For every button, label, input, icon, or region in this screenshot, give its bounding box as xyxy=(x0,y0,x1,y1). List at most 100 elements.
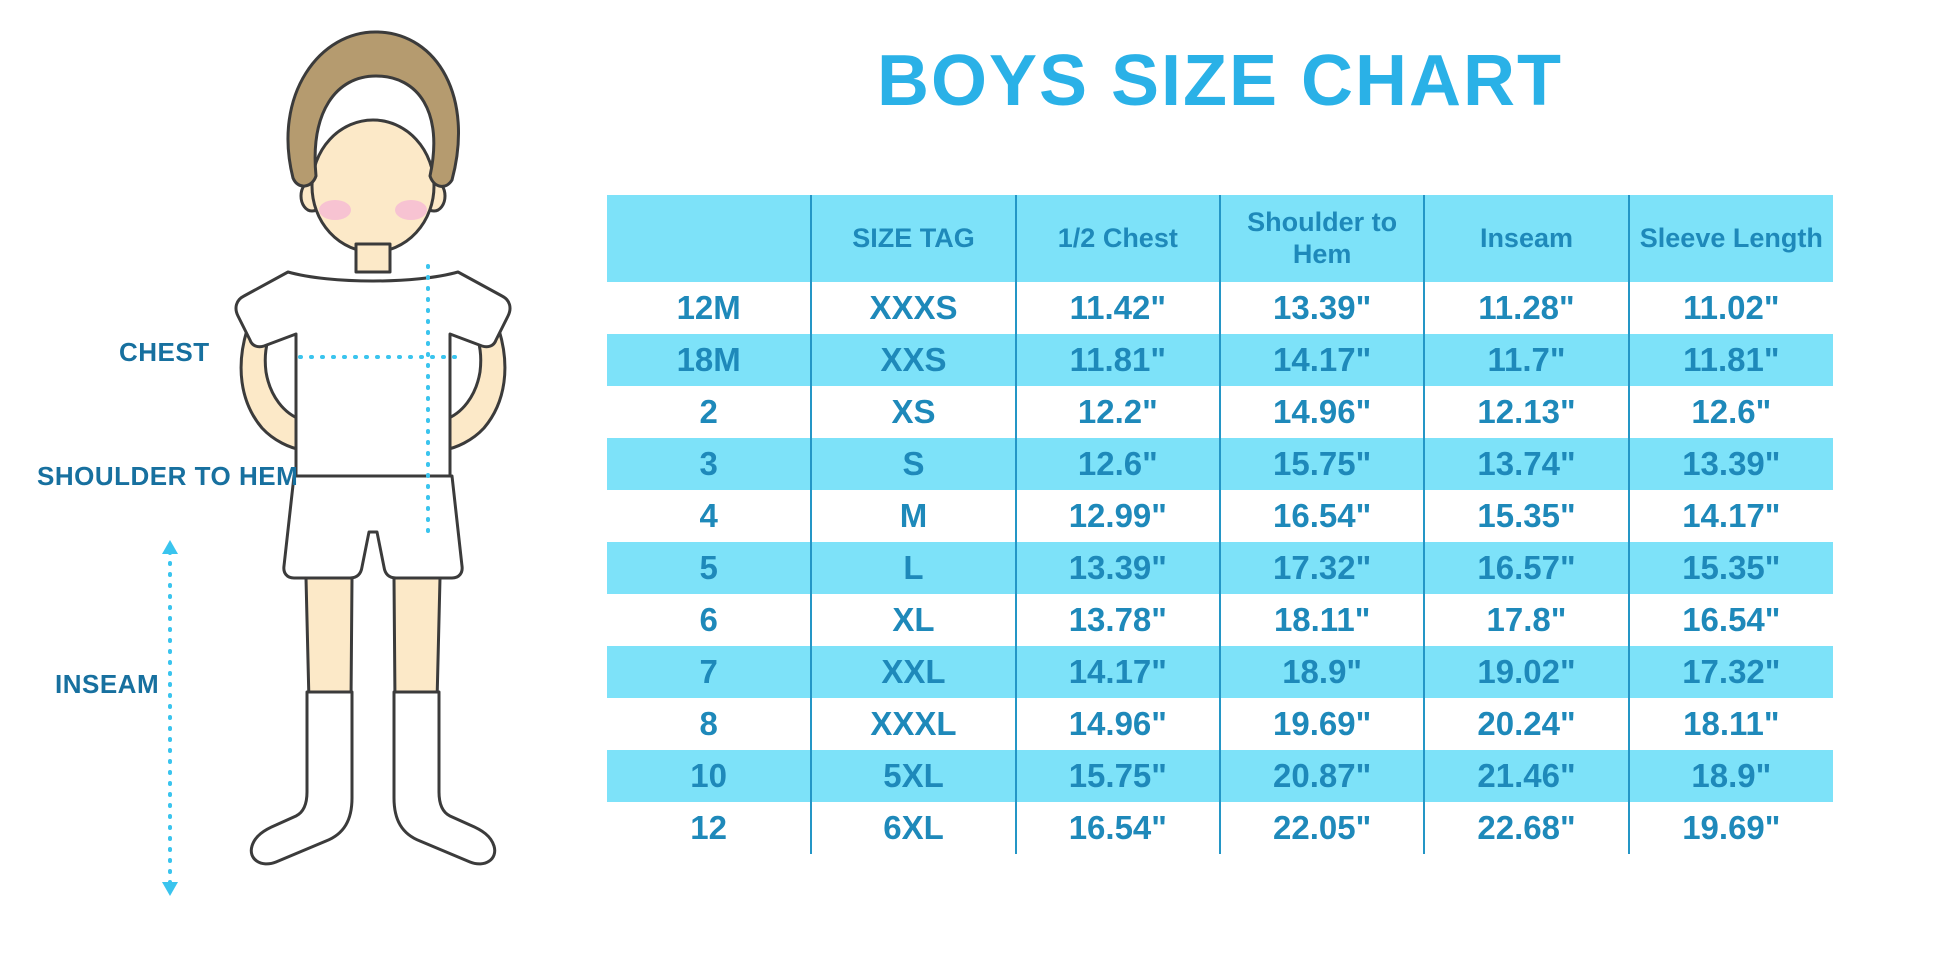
table-row: 4 M 12.99" 16.54" 15.35" 14.17" xyxy=(607,490,1833,542)
table-cell: XXL xyxy=(810,646,1016,698)
neck-shape xyxy=(354,242,392,274)
inseam-arrow-top-icon xyxy=(162,540,178,554)
table-cell: 8 xyxy=(699,705,718,742)
table-cell: 16.54" xyxy=(1014,802,1220,854)
table-cell: 3 xyxy=(607,438,812,490)
column-header: Sleeve Length xyxy=(1627,195,1833,282)
table-cell: 18.9" xyxy=(1218,646,1425,698)
table-cell: 17.32" xyxy=(1627,646,1833,698)
table-cell: 13.78" xyxy=(1014,594,1220,646)
table-cell: 12M xyxy=(676,289,741,326)
table-cell: 16.54" xyxy=(1218,490,1425,542)
table-cell: XXXS xyxy=(810,282,1016,334)
table-cell: 13.74" xyxy=(1423,438,1629,490)
table-row: 5 L 13.39" 17.32" 16.57" 15.35" xyxy=(607,542,1833,594)
table-cell: XXXL xyxy=(810,698,1016,750)
table-cell: 5 xyxy=(607,542,812,594)
table-cell: 14.17" xyxy=(1218,334,1425,386)
table-cell: S xyxy=(810,438,1016,490)
table-cell: 12.2" xyxy=(1014,386,1220,438)
table-cell: 4 xyxy=(699,497,718,534)
table-cell: 17.32" xyxy=(1218,542,1425,594)
boy-figure xyxy=(234,30,512,866)
table-row: 10 5XL 15.75" 20.87" 21.46" 18.9" xyxy=(607,750,1833,802)
table-cell: 15.35" xyxy=(1627,542,1833,594)
table-cell: 18.9" xyxy=(1627,750,1833,802)
table-cell: 12 xyxy=(690,809,728,846)
table-cell: 14.17" xyxy=(1627,490,1833,542)
table-row: 7 XXL 14.17" 18.9" 19.02" 17.32" xyxy=(607,646,1833,698)
table-cell: XL xyxy=(810,594,1016,646)
table-cell: 16.54" xyxy=(1627,594,1833,646)
table-cell: 19.02" xyxy=(1423,646,1629,698)
column-header: Shoulder to Hem xyxy=(1218,195,1425,282)
table-cell: 11.81" xyxy=(1627,334,1833,386)
table-cell: 19.69" xyxy=(1627,802,1833,854)
cheek-right-shape xyxy=(395,200,427,220)
table-cell: 18M xyxy=(607,334,812,386)
table-cell: 10 xyxy=(607,750,812,802)
table-cell: 7 xyxy=(607,646,812,698)
page-title: BOYS SIZE CHART xyxy=(876,41,1564,121)
table-cell: 5XL xyxy=(810,750,1016,802)
table-cell: 12.6" xyxy=(1627,386,1833,438)
table-cell: 22.68" xyxy=(1423,802,1629,854)
table-row: 2 XS 12.2" 14.96" 12.13" 12.6" xyxy=(607,386,1833,438)
table-cell: 11.42" xyxy=(1014,282,1220,334)
table-cell: 15.75" xyxy=(1218,438,1425,490)
table-cell: 11.02" xyxy=(1627,282,1833,334)
arm-left-shape xyxy=(239,328,304,452)
table-header-row: SIZE TAG 1/2 Chest Shoulder to Hem Inseam Sl… xyxy=(607,195,1833,282)
size-table: SIZE TAG 1/2 Chest Shoulder to Hem Inseam Sl… xyxy=(607,195,1833,854)
table-cell: 14.96" xyxy=(1218,386,1425,438)
table-cell: 20.24" xyxy=(1423,698,1629,750)
inseam-arrow-bottom-icon xyxy=(162,882,178,896)
table-cell: 18.11" xyxy=(1627,698,1833,750)
cheek-left-shape xyxy=(319,200,351,220)
table-cell: XXS xyxy=(810,334,1016,386)
table-cell: 18.11" xyxy=(1218,594,1425,646)
table-row: 6 XL 13.78" 18.11" 17.8" 16.54" xyxy=(607,594,1833,646)
table-cell: 11.81" xyxy=(1014,334,1220,386)
table-cell: 14.96" xyxy=(1014,698,1220,750)
table-row: 12M XXXS 11.42" 13.39" 11.28" 11.02" xyxy=(607,282,1833,334)
table-cell: 19.69" xyxy=(1218,698,1425,750)
table-row: 12 6XL 16.54" 22.05" 22.68" 19.69" xyxy=(607,802,1833,854)
inseam-label: INSEAM xyxy=(55,669,160,699)
column-header: SIZE TAG xyxy=(810,195,1016,282)
table-cell: M xyxy=(810,490,1016,542)
arm-right-shape xyxy=(442,328,507,452)
column-header xyxy=(607,195,812,282)
table-cell: 11.28" xyxy=(1423,282,1629,334)
table-row: 18M XXS 11.81" 14.17" 11.7" 11.81" xyxy=(607,334,1833,386)
table-cell: 13.39" xyxy=(1218,282,1425,334)
chest-label: CHEST xyxy=(119,337,210,367)
shorts-shape xyxy=(282,474,464,580)
table-cell: XS xyxy=(810,386,1016,438)
table-cell: 13.39" xyxy=(1627,438,1833,490)
table-cell: 13.39" xyxy=(1014,542,1220,594)
sock-right-shape xyxy=(392,690,497,866)
table-cell: 15.35" xyxy=(1423,490,1629,542)
table-row: 8 XXXL 14.96" 19.69" 20.24" 18.11" xyxy=(607,698,1833,750)
measurement-lines xyxy=(162,264,462,896)
column-header: 1/2 Chest xyxy=(1014,195,1220,282)
table-cell: 2 xyxy=(699,393,718,430)
table-row: 3 S 12.6" 15.75" 13.74" 13.39" xyxy=(607,438,1833,490)
table-cell: 12.6" xyxy=(1014,438,1220,490)
table-cell: 6XL xyxy=(810,802,1016,854)
table-cell: 12.99" xyxy=(1014,490,1220,542)
boy-illustration-area: CHEST SHOULDER TO HEM INSEAM xyxy=(0,0,560,973)
table-cell: 16.57" xyxy=(1423,542,1629,594)
table-cell: 6 xyxy=(699,601,718,638)
table-cell: 22.05" xyxy=(1218,802,1425,854)
table-cell: 15.75" xyxy=(1014,750,1220,802)
table-cell: 17.8" xyxy=(1423,594,1629,646)
column-header: Inseam xyxy=(1423,195,1629,282)
table-cell: 21.46" xyxy=(1423,750,1629,802)
boy-illustration xyxy=(162,30,512,896)
shoulder-to-hem-label: SHOULDER TO HEM xyxy=(37,461,299,491)
table-cell: 12.13" xyxy=(1423,386,1629,438)
hair-shape xyxy=(286,30,461,188)
